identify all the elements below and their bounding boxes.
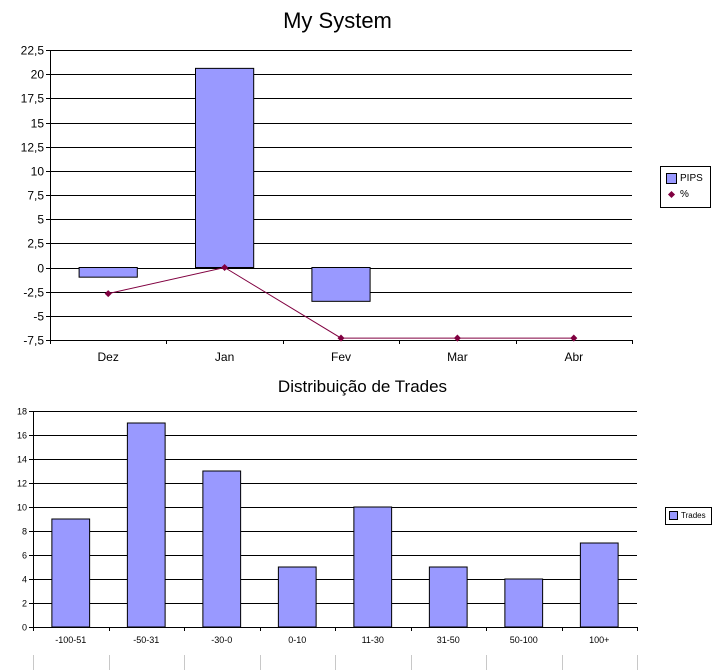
bar: [78, 267, 138, 278]
x-tick-label: 0-10: [288, 635, 306, 645]
x-tick-label: Abr: [564, 350, 583, 364]
series-point: [337, 334, 345, 342]
chart-title-distribuicao: Distribuição de Trades: [277, 377, 448, 396]
series-point: [104, 290, 112, 298]
y-tick-label: 5: [37, 213, 44, 227]
y-tick-label: 10: [17, 503, 27, 513]
y-tick-label: 12: [17, 479, 27, 489]
bar: [126, 422, 166, 628]
legend-item-pips: PIPS: [666, 173, 703, 184]
x-tick-label: -30-0: [211, 635, 232, 645]
x-tick-label: 11-30: [362, 635, 384, 645]
bar: [353, 506, 393, 628]
y-tick-label: 2: [22, 599, 27, 609]
y-tick-label: 6: [22, 551, 27, 561]
y-tick-label: 8: [22, 527, 27, 537]
y-tick-label: -5: [33, 310, 44, 324]
x-tick-label: 31-50: [437, 635, 460, 645]
x-tick-label: -100-51: [55, 635, 86, 645]
bar: [504, 578, 544, 628]
y-tick-label: 18: [17, 407, 27, 417]
y-tick-label: 22,5: [21, 44, 45, 58]
y-tick-label: 7,5: [27, 189, 44, 203]
legend-label-pips: PIPS: [680, 173, 703, 184]
y-tick-label: 12,5: [21, 141, 45, 155]
x-tick-label: 50-100: [510, 635, 538, 645]
y-tick-label: 16: [17, 431, 27, 441]
y-tick-label: 20: [31, 68, 45, 82]
bar: [195, 67, 255, 268]
y-tick-label: 0: [22, 623, 27, 633]
y-tick-label: 14: [17, 455, 27, 465]
series-point: [453, 334, 461, 342]
bar: [311, 267, 371, 302]
x-tick-label: -50-31: [133, 635, 159, 645]
x-tick-label: Mar: [447, 350, 468, 364]
x-tick-label: Jan: [215, 350, 234, 364]
series-point: [570, 334, 578, 342]
y-tick-label: 0: [37, 262, 44, 276]
chart-title-my-system: My System: [283, 8, 392, 33]
legend-marker-percent: [667, 190, 676, 199]
bar: [428, 566, 468, 628]
x-tick-label: Dez: [98, 350, 119, 364]
y-tick-label: -2,5: [23, 286, 44, 300]
legend-trades: Trades: [665, 507, 712, 525]
bar: [51, 518, 91, 628]
bar: [277, 566, 317, 628]
legend-swatch-trades: [669, 511, 678, 520]
legend-label-trades: Trades: [681, 511, 706, 520]
legend-swatch-pips: [666, 173, 677, 184]
x-tick-label: 100+: [589, 635, 609, 645]
y-tick-label: 4: [22, 575, 27, 585]
y-tick-label: 10: [31, 165, 45, 179]
x-tick-label: Fev: [331, 350, 351, 364]
y-tick-label: 17,5: [21, 92, 45, 106]
legend-item-trades: Trades: [669, 511, 706, 520]
bar: [579, 542, 619, 628]
legend-my-system: PIPS %: [660, 166, 711, 208]
y-tick-label: 2,5: [27, 237, 44, 251]
y-tick-label: 15: [31, 117, 45, 131]
y-tick-label: -7,5: [23, 334, 44, 348]
legend-item-percent: %: [666, 189, 689, 200]
bar: [202, 470, 242, 628]
series-point: [221, 263, 229, 272]
legend-label-percent: %: [680, 189, 689, 200]
